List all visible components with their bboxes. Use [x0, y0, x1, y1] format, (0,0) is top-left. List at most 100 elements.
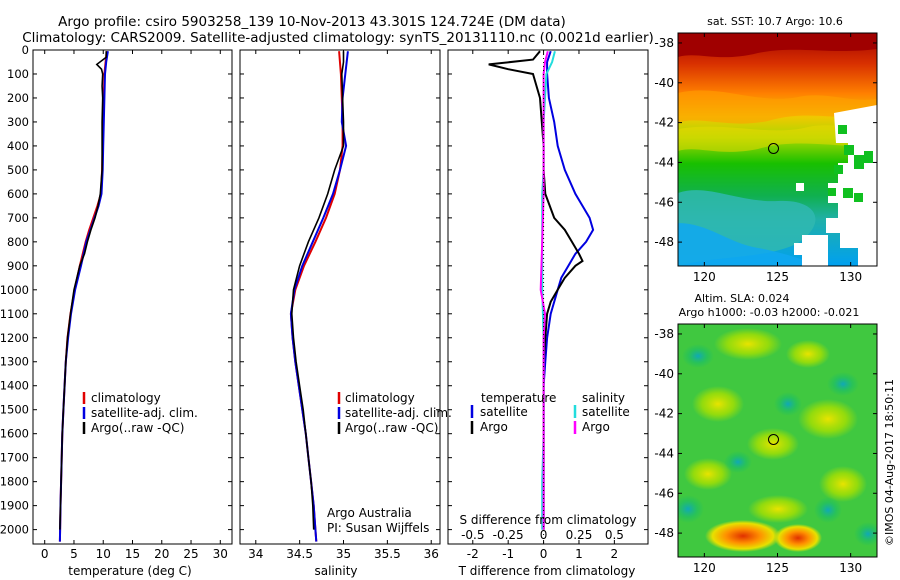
x-tick-label: 34 [248, 547, 263, 561]
sst-map-axes: 120 125 130 -38 -40 -42 -44 -46 -48 [654, 33, 877, 284]
depth-tick-label: 100 [7, 67, 29, 81]
x-tick-label: 5 [70, 547, 78, 561]
sst-float-marker [768, 143, 779, 154]
figure-title-line1: Argo profile: csiro 5903258_139 10-Nov-2… [58, 14, 566, 30]
sla-map-title: Altim. SLA: 0.024 [694, 292, 789, 305]
depth-tick-label: 900 [7, 259, 29, 273]
legend-label-satellite: satellite-adj. clim. [345, 406, 452, 420]
credit-text: ©IMOS 04-Aug-2017 18:50:11 [883, 379, 896, 546]
x-tick-label: 20 [154, 547, 169, 561]
temperature-series [58, 51, 109, 542]
x-tick-label: 35 [336, 547, 351, 561]
legend-label-argo: Argo(..raw -QC) [345, 421, 438, 435]
sla-map-axes: 120 125 130 -38 -40 -42 -44 -46 -48 [654, 324, 877, 575]
sla-blue-blob [854, 522, 877, 546]
x-tick-label: 0 [540, 547, 548, 561]
depth-tick-label: 2000 [0, 523, 29, 537]
temperature-legend: climatology satellite-adj. clim. Argo(..… [82, 391, 198, 435]
depth-tick-label: 1300 [0, 355, 29, 369]
difference-s-scale: -0.5 -0.25 0 0.25 0.5 [461, 528, 624, 542]
salinity-x-axis: 34 34.5 35 35.5 36 [248, 50, 439, 561]
difference-x-axis: -2 -1 0 1 2 [467, 50, 618, 561]
s-tick-label: -0.25 [493, 528, 524, 542]
sla-blue-blob [774, 392, 802, 416]
sst-green-pixels [828, 125, 873, 202]
salinity-xlabel: salinity [314, 564, 357, 578]
legend-label-argo: Argo(..raw -QC) [91, 421, 184, 435]
salinity-series [289, 51, 349, 542]
depth-tick-label: 1700 [0, 451, 29, 465]
depth-tick-label: 500 [7, 163, 29, 177]
sst-map-title: sat. SST: 10.7 Argo: 10.6 [707, 15, 843, 28]
x-tick-label: 25 [183, 547, 198, 561]
sla-yellow-blob [786, 340, 830, 368]
sla-yellow-blob [748, 495, 808, 523]
difference-legend: temperature salinity satellite Argo sate… [470, 391, 630, 434]
lat-tick-label: -42 [654, 116, 674, 130]
x-tick-label: 2 [611, 547, 619, 561]
depth-tick-label: 200 [7, 91, 29, 105]
sla-yellow-blob [692, 386, 744, 422]
depth-tick-label: 1800 [0, 475, 29, 489]
lat-tick-label: -44 [654, 446, 674, 460]
x-tick-label: 10 [96, 547, 111, 561]
lat-tick-label: -38 [654, 327, 674, 341]
lon-tick-label: 130 [839, 270, 862, 284]
depth-tick-label: 1100 [0, 307, 29, 321]
legend-label-climatology: climatology [91, 391, 161, 405]
figure-title-line2: Climatology: CARS2009. Satellite-adjuste… [22, 30, 654, 46]
sla-float-marker [768, 434, 779, 445]
lat-tick-label: -46 [654, 486, 674, 500]
depth-tick-label: 800 [7, 235, 29, 249]
temperature-panel-frame [32, 49, 233, 545]
legend-label-satellite: satellite-adj. clim. [91, 406, 198, 420]
difference-series [488, 50, 595, 544]
legend-title-salinity: salinity [582, 391, 625, 405]
difference-panel-frame [447, 49, 649, 545]
x-tick-label: 30 [213, 547, 228, 561]
x-tick-label: 35.5 [374, 547, 401, 561]
legend-title-temperature: temperature [481, 391, 556, 405]
sst-warm-tongue [678, 33, 877, 58]
series-line-argo [290, 51, 345, 530]
temperature-xlabel: temperature (deg C) [68, 564, 191, 578]
series-line-argo [59, 51, 107, 530]
sla-blue-blob [682, 344, 714, 368]
x-tick-label: 15 [125, 547, 140, 561]
sla-red-blob [774, 524, 822, 552]
legend-label-sal-satellite: satellite [582, 405, 630, 419]
s-tick-label: -0.5 [461, 528, 484, 542]
sst-blue-patch [678, 223, 828, 266]
lon-tick-label: 125 [766, 561, 789, 575]
legend-label-temp-satellite: satellite [480, 405, 528, 419]
salinity-note-pi: PI: Susan Wijffels [327, 521, 429, 535]
sla-yellow-blob [684, 458, 732, 490]
lat-tick-label: -46 [654, 195, 674, 209]
sla-blue-blob [827, 372, 859, 396]
sla-yellow-blob [798, 399, 858, 439]
s-tick-label: 0.25 [566, 528, 593, 542]
s-tick-label: 0.5 [605, 528, 624, 542]
lon-tick-label: 120 [693, 561, 716, 575]
sla-blue-blob [814, 497, 842, 523]
depth-axis: 0 100 200 300 400 500 600 700 800 900 1000 1100 1200… [0, 43, 648, 537]
depth-tick-label: 600 [7, 187, 29, 201]
lon-tick-label: 125 [766, 270, 789, 284]
lat-tick-label: -42 [654, 407, 674, 421]
sla-map-subtitle: Argo h1000: -0.03 h2000: -0.021 [679, 306, 860, 319]
difference-xlabel: T difference from climatology [458, 564, 636, 578]
salinity-legend: climatology satellite-adj. clim. Argo(..… [337, 391, 452, 435]
sst-cloud-mask [794, 105, 877, 266]
lon-tick-label: 120 [693, 270, 716, 284]
lon-tick-label: 130 [839, 561, 862, 575]
lat-tick-label: -48 [654, 235, 674, 249]
legend-label-temp-argo: Argo [480, 420, 508, 434]
sla-blue-blob [724, 451, 752, 473]
depth-tick-label: 400 [7, 139, 29, 153]
lat-tick-label: -40 [654, 76, 674, 90]
sla-yellow-blob [714, 328, 782, 360]
depth-tick-label: 1400 [0, 379, 29, 393]
difference-s-label: S difference from climatology [460, 513, 637, 527]
sst-map: 120 125 130 -38 -40 -42 -44 -46 -48 [654, 32, 878, 284]
